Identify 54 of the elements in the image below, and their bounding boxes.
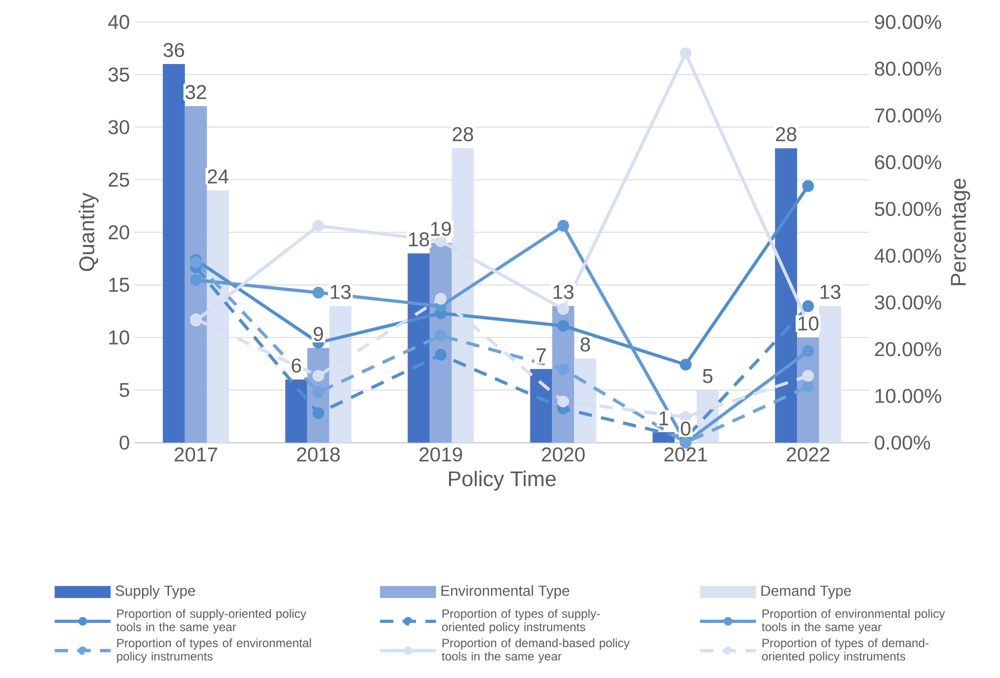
y-tick-label: 15 <box>109 278 130 292</box>
data-label: 1 <box>660 411 668 426</box>
y-tick-label: 10 <box>109 330 130 345</box>
legend-label: Proportion of types of demand-oriented policy instruments <box>762 638 928 663</box>
y-tick-label: 0 <box>120 436 130 450</box>
data-label: 6 <box>292 358 301 373</box>
legend-label: Supply Type <box>116 585 196 599</box>
y-tick-label: 25 <box>108 172 130 187</box>
x-axis-title: Policy Time <box>449 470 556 491</box>
y2-tick-label: 20.00% <box>875 342 942 356</box>
legend-label: Proportion of demand-based policy tools in the same year <box>442 638 630 663</box>
y-tick-label: 30 <box>108 120 130 134</box>
data-label: 18 <box>409 232 429 246</box>
data-label: 13 <box>820 284 840 299</box>
legend-label: Proportion of types of environmental policy instruments <box>117 638 311 663</box>
x-tick-label: 2021 <box>664 447 707 462</box>
y2-axis-title: Percentage <box>951 178 970 286</box>
x-tick-label: 2019 <box>420 447 462 462</box>
data-label: 0 <box>680 422 690 436</box>
data-label: 13 <box>554 284 574 299</box>
data-label: 5 <box>702 369 712 384</box>
y-tick-label: 40 <box>108 14 130 30</box>
data-label: 7 <box>536 348 546 362</box>
y2-tick-label: 30.00% <box>874 295 942 310</box>
data-label: 8 <box>580 337 590 352</box>
y2-tick-label: 10.00% <box>876 388 942 403</box>
y2-tick-label: 0.00% <box>874 436 930 450</box>
data-label: 19 <box>431 222 451 236</box>
data-label: 28 <box>776 127 796 142</box>
x-tick-label: 2020 <box>542 447 585 462</box>
data-label: 32 <box>186 85 206 100</box>
x-tick-label: 2022 <box>786 447 830 462</box>
data-label: 28 <box>452 127 474 142</box>
y2-tick-label: 40.00% <box>874 248 942 263</box>
y-axis-title: Quantity <box>78 192 99 272</box>
legend-label: Proportion of types of supply-oriented policy instruments <box>442 609 600 634</box>
y2-tick-label: 80.00% <box>874 62 942 76</box>
legend-label: Demand Type <box>761 585 851 599</box>
y2-tick-label: 70.00% <box>875 108 942 123</box>
y-tick-label: 35 <box>108 67 130 82</box>
x-tick-label: 2017 <box>174 447 218 462</box>
y2-tick-label: 90.00% <box>874 14 942 30</box>
y-tick-label: 5 <box>120 383 130 398</box>
data-label: 36 <box>163 42 184 58</box>
data-label: 24 <box>208 169 228 184</box>
data-label: 9 <box>314 326 323 342</box>
y-tick-label: 20 <box>108 225 130 240</box>
legend-label: Proportion of supply-oriented policy tools in the same year <box>116 609 306 634</box>
x-tick-label: 2018 <box>297 447 340 462</box>
y2-tick-label: 50.00% <box>874 202 942 216</box>
y2-tick-label: 60.00% <box>875 155 942 170</box>
data-label: 13 <box>330 284 351 299</box>
legend-label: Environmental Type <box>441 585 570 599</box>
legend-label: Proportion of environmental policy tools in the same year <box>762 609 945 634</box>
